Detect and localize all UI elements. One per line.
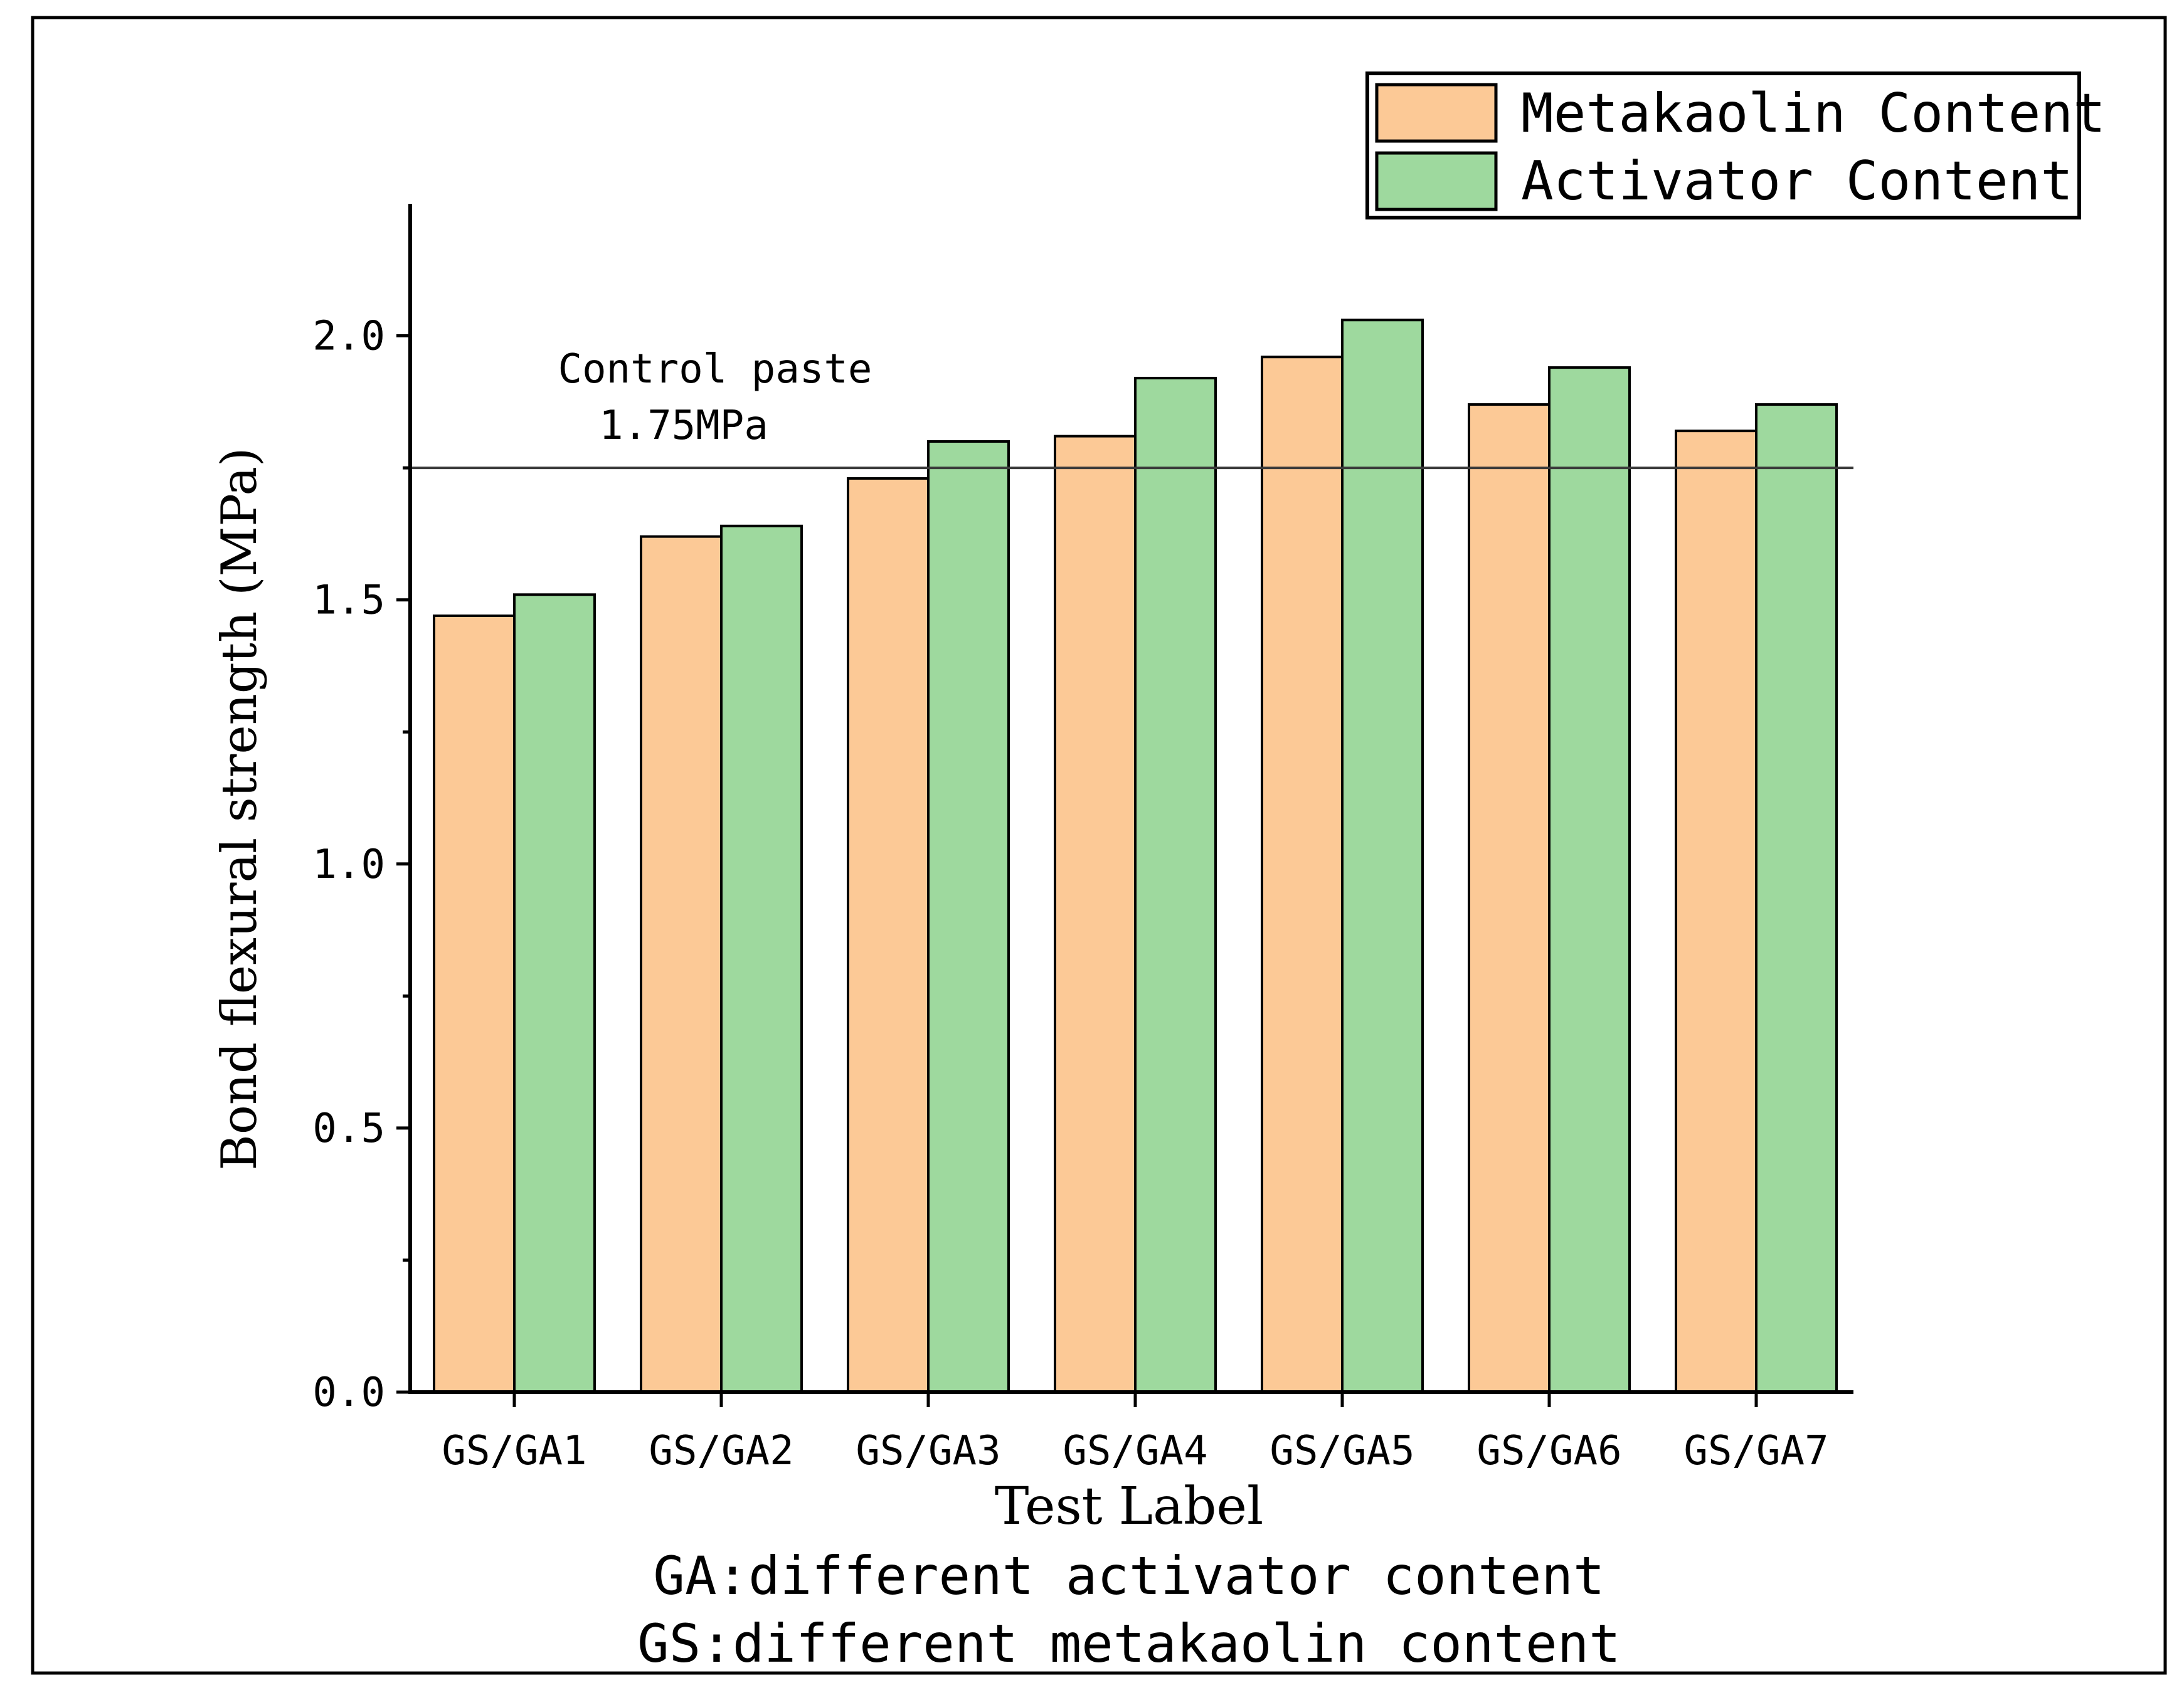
bar-activator-1 [513,593,596,1394]
x-tick-label: GS/GA2 [649,1428,793,1474]
bar-metakaolin-7 [1675,430,1757,1394]
control-paste-value: 1.75MPa [599,403,768,449]
bar-activator-4 [1134,376,1217,1393]
legend-swatch-metakaolin [1375,83,1498,143]
bar-activator-2 [720,524,803,1393]
y-axis-label: Bond flexural strength (MPa) [211,448,268,1171]
x-axis-label: Test Label [995,1477,1264,1536]
bar-activator-5 [1341,319,1424,1393]
legend-label-activator: Activator Content [1521,150,2073,213]
bar-metakaolin-4 [1054,435,1137,1393]
footnote-gs: GS:different metakaolin content [637,1613,1621,1674]
bar-metakaolin-5 [1261,356,1344,1394]
bar-activator-6 [1548,366,1631,1393]
bar-metakaolin-1 [433,614,516,1393]
x-tick-label: GS/GA7 [1683,1428,1828,1474]
y-tick-label: 1.0 [312,842,385,888]
bar-activator-3 [927,440,1010,1393]
y-tick-label: 0.0 [312,1370,385,1416]
footnote-ga: GA:different activator content [653,1545,1604,1607]
control-paste-label: Control paste [558,346,872,393]
y-ticks: 0.0 0.5 1.0 1.5 2.0 [312,314,410,1416]
bars-group [433,319,1838,1394]
bar-metakaolin-2 [640,535,723,1393]
x-ticks: GS/GA1 GS/GA2 GS/GA3 GS/GA4 GS/GA5 GS/GA6 GS/G… [442,1392,1829,1474]
y-tick-label: 0.5 [312,1106,385,1152]
legend: Metakaolin Content Activator Content [1365,71,2106,219]
figure-border [31,16,2167,1675]
x-tick-label: GS/GA4 [1063,1428,1207,1474]
x-tick-label: GS/GA1 [442,1428,586,1474]
bar-metakaolin-3 [847,477,930,1393]
x-tick-label: GS/GA5 [1270,1428,1414,1474]
x-tick-label: GS/GA6 [1476,1428,1621,1474]
legend-label-metakaolin: Metakaolin Content [1521,82,2106,145]
y-tick-label: 2.0 [312,314,385,360]
x-tick-label: GS/GA3 [856,1428,1000,1474]
legend-swatch-activator [1375,151,1498,211]
bar-metakaolin-6 [1468,403,1551,1393]
y-tick-label: 1.5 [312,578,385,624]
bar-activator-7 [1755,403,1838,1393]
